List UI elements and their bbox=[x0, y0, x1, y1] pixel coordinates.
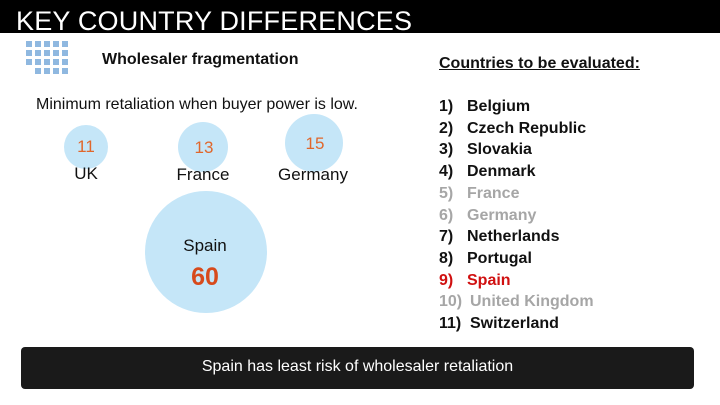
section-subtitle: Wholesaler fragmentation bbox=[102, 51, 299, 68]
list-item: 2) Czech Republic bbox=[439, 118, 594, 140]
list-item-name: United Kingdom bbox=[470, 293, 594, 311]
list-item-number: 4) bbox=[439, 163, 454, 181]
country-list: 1) Belgium 2) Czech Republic 3) Slovakia 4)… bbox=[439, 96, 594, 335]
bubble-france bbox=[178, 122, 228, 172]
list-item: 11) Switzerland bbox=[439, 313, 594, 335]
list-item-number: 3) bbox=[439, 141, 454, 159]
bubble-label-germany: Germany bbox=[278, 165, 348, 184]
section-note: Minimum retaliation when buyer power is … bbox=[36, 96, 358, 113]
list-item-number: 2) bbox=[439, 119, 454, 137]
list-item-number: 1) bbox=[439, 98, 454, 115]
list-item-number: 7) bbox=[439, 228, 454, 246]
list-item: 1) Belgium bbox=[439, 96, 594, 118]
list-heading: Countries to be evaluated: bbox=[439, 55, 640, 72]
page-title: KEY COUNTRY DIFFERENCES bbox=[16, 6, 413, 36]
list-item-number: 9) bbox=[439, 271, 454, 289]
list-item-name: Czech Republic bbox=[467, 119, 587, 137]
list-item-name: Switzerland bbox=[470, 315, 559, 333]
list-item-number: 8) bbox=[439, 249, 454, 267]
title-bar: KEY COUNTRY DIFFERENCES bbox=[0, 0, 720, 36]
list-item: 4) Denmark bbox=[439, 161, 594, 183]
list-item-name: Portugal bbox=[467, 249, 532, 267]
grid-dots-icon bbox=[26, 41, 70, 82]
list-item: 7) Netherlands bbox=[439, 226, 594, 248]
bubble-value-germany: 15 bbox=[305, 134, 325, 153]
bubble-uk bbox=[64, 125, 108, 169]
summary-text: Spain has least risk of wholesaler retal… bbox=[201, 358, 514, 375]
list-item-name: Spain bbox=[467, 271, 511, 289]
bubble-germany bbox=[285, 114, 343, 172]
bubble-value-france: 13 bbox=[194, 138, 214, 157]
list-item-number: 10) bbox=[439, 293, 463, 311]
summary-banner: Spain has least risk of wholesaler retal… bbox=[21, 347, 694, 389]
bubble-label-spain: Spain bbox=[183, 236, 227, 255]
list-item-name: Belgium bbox=[467, 98, 531, 115]
bubble-value-spain: 60 bbox=[191, 263, 219, 291]
list-item-name: France bbox=[467, 184, 520, 202]
list-item: 8) Portugal bbox=[439, 248, 594, 270]
list-item-number: 6) bbox=[439, 206, 454, 224]
list-item-name: Netherlands bbox=[467, 228, 560, 246]
list-item-name: Denmark bbox=[467, 163, 536, 181]
list-item-name: Slovakia bbox=[467, 141, 532, 159]
bubble-label-france: France bbox=[176, 165, 230, 184]
list-item-name: Germany bbox=[467, 206, 537, 224]
list-item: 3) Slovakia bbox=[439, 139, 594, 161]
list-item-number: 11) bbox=[439, 315, 462, 333]
bubble-spain bbox=[145, 191, 267, 313]
list-item-number: 5) bbox=[439, 184, 454, 202]
bubble-label-uk: UK bbox=[74, 164, 98, 183]
list-item: 9) Spain bbox=[439, 270, 594, 292]
list-item: 5) France bbox=[439, 183, 594, 205]
list-item: 10) United Kingdom bbox=[439, 291, 594, 313]
bubble-value-uk: 11 bbox=[77, 137, 95, 156]
list-item: 6) Germany bbox=[439, 205, 594, 227]
